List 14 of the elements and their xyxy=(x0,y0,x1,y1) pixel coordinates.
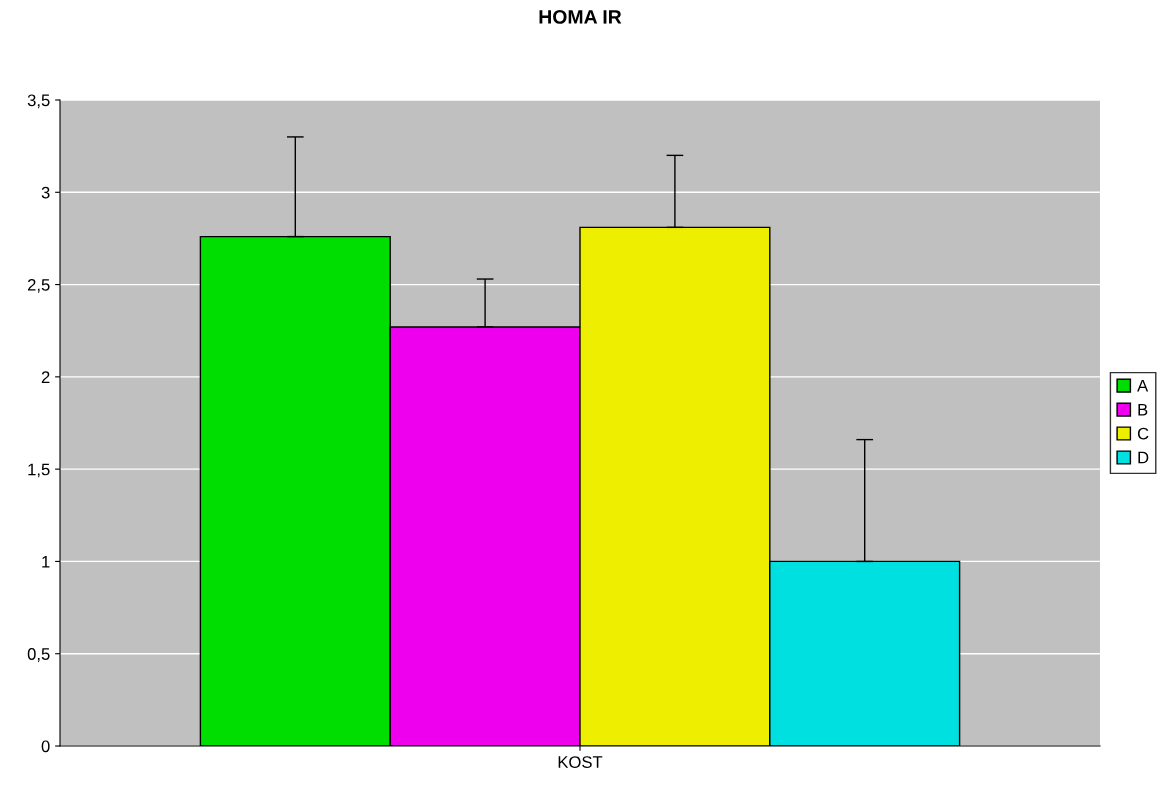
y-tick-label: 1 xyxy=(42,556,50,568)
legend-label: A xyxy=(1137,379,1149,392)
y-tick-label: 2 xyxy=(41,371,50,383)
y-tick-label: 1,5 xyxy=(28,463,50,478)
x-tick-label: KOST xyxy=(558,756,603,768)
y-tick-label: 3 xyxy=(41,186,50,199)
y-tick-label: 3,5 xyxy=(27,94,50,109)
y-tick-label: 2,5 xyxy=(27,278,50,293)
legend-label: C xyxy=(1137,427,1149,440)
y-tick-label: 0 xyxy=(41,740,50,753)
legend-label: D xyxy=(1138,451,1149,464)
legend-label: B xyxy=(1138,403,1148,416)
y-tick-label: 0,5 xyxy=(27,648,50,662)
chart-title: HOMA IR xyxy=(539,10,622,24)
